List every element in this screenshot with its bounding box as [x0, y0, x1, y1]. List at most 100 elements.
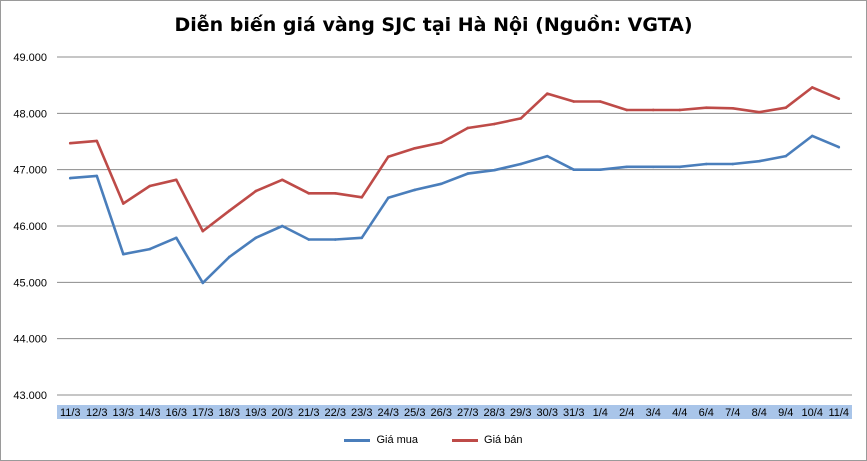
y-tick-label: 48.000: [13, 108, 47, 120]
x-tick-label: 18/3: [219, 407, 240, 419]
y-tick-label: 46.000: [13, 221, 47, 233]
x-tick-label: 22/3: [325, 407, 346, 419]
data-point: [307, 192, 311, 195]
legend-swatch-gia-mua: [344, 438, 371, 442]
data-point: [784, 154, 788, 158]
x-tick-label: 16/3: [166, 407, 187, 419]
data-point: [625, 108, 629, 112]
data-point: [333, 238, 337, 241]
x-tick-label: 30/3: [537, 407, 558, 419]
data-point: [704, 106, 708, 109]
x-tick-label: 28/3: [484, 407, 505, 419]
data-point: [280, 178, 284, 182]
series-line-gia-mua: [69, 134, 841, 285]
x-axis-band: [57, 405, 852, 419]
x-tick-label: 21/3: [298, 407, 319, 419]
data-point: [174, 178, 178, 182]
x-tick-label: 2/4: [619, 407, 634, 419]
x-tick-label: 26/3: [431, 407, 452, 419]
data-point: [280, 224, 284, 228]
legend-label-gia-mua: Giá mua: [376, 434, 419, 446]
data-point: [545, 154, 549, 158]
data-point: [95, 139, 99, 143]
data-point: [439, 182, 443, 186]
data-point: [307, 238, 311, 241]
data-point: [704, 162, 708, 166]
data-point: [519, 162, 523, 166]
x-tick-label: 13/3: [113, 407, 134, 419]
data-point: [227, 209, 231, 213]
data-point: [519, 117, 523, 120]
legend-label-gia-ban: Giá bán: [484, 434, 523, 446]
x-tick-label: 14/3: [139, 407, 160, 419]
x-tick-label: 29/3: [510, 407, 531, 419]
data-point: [95, 174, 99, 178]
data-point: [201, 281, 205, 285]
x-tick-label: 12/3: [86, 407, 107, 419]
data-point: [678, 108, 682, 112]
legend-item-gia-ban: Giá bán: [452, 434, 523, 446]
data-point: [810, 134, 814, 138]
x-tick-label: 6/4: [699, 407, 714, 419]
data-point: [572, 168, 576, 171]
data-point: [360, 236, 364, 240]
chart-title: Diễn biến giá vàng SJC tại Hà Nội (Nguồn…: [174, 14, 693, 36]
data-point: [333, 192, 337, 195]
data-point: [466, 172, 470, 175]
data-point: [386, 196, 390, 200]
data-point: [678, 165, 682, 169]
data-point: [572, 100, 576, 103]
data-point: [439, 141, 443, 144]
data-point: [757, 110, 761, 114]
data-point: [492, 122, 496, 126]
x-tick-label: 24/3: [378, 407, 399, 419]
data-point: [254, 236, 258, 240]
x-tick-label: 1/4: [593, 407, 608, 419]
data-point: [413, 188, 417, 192]
chart-legend: Giá mua Giá bán: [0, 434, 867, 446]
data-point: [148, 184, 152, 188]
legend-swatch-gia-ban: [452, 438, 479, 442]
data-point: [413, 146, 417, 150]
y-tick-label: 47.000: [13, 165, 47, 177]
data-point: [810, 86, 814, 89]
data-point: [545, 92, 549, 95]
data-point: [837, 145, 841, 149]
data-point: [598, 100, 602, 103]
data-point: [121, 252, 125, 256]
x-tick-label: 9/4: [778, 407, 793, 419]
x-tick-label: 19/3: [245, 407, 266, 419]
data-point: [784, 106, 788, 109]
x-tick-label: 7/4: [725, 407, 740, 419]
y-tick-label: 49.000: [13, 52, 47, 64]
data-point: [651, 165, 655, 169]
data-point: [148, 247, 152, 251]
x-tick-label: 11/4: [828, 407, 849, 419]
x-tick-label: 23/3: [351, 407, 372, 419]
data-point: [837, 97, 841, 100]
data-point: [121, 202, 125, 205]
data-point: [492, 168, 496, 172]
x-tick-label: 10/4: [802, 407, 823, 419]
data-point: [68, 141, 72, 145]
data-point: [731, 162, 735, 166]
legend-item-gia-mua: Giá mua: [344, 434, 418, 446]
data-point: [466, 126, 470, 130]
data-point: [651, 108, 655, 112]
data-point: [201, 229, 205, 233]
y-tick-label: 43.000: [13, 390, 47, 402]
x-tick-label: 11/3: [60, 407, 81, 419]
y-tick-label: 45.000: [13, 277, 47, 289]
x-tick-label: 8/4: [752, 407, 767, 419]
x-tick-label: 31/3: [563, 407, 584, 419]
x-tick-label: 17/3: [192, 407, 213, 419]
series-line-gia-ban: [69, 86, 841, 233]
data-point: [598, 168, 602, 171]
data-point: [227, 255, 231, 259]
data-point: [174, 236, 178, 240]
data-point: [731, 106, 735, 110]
x-tick-label: 25/3: [404, 407, 425, 419]
data-point: [360, 195, 364, 199]
